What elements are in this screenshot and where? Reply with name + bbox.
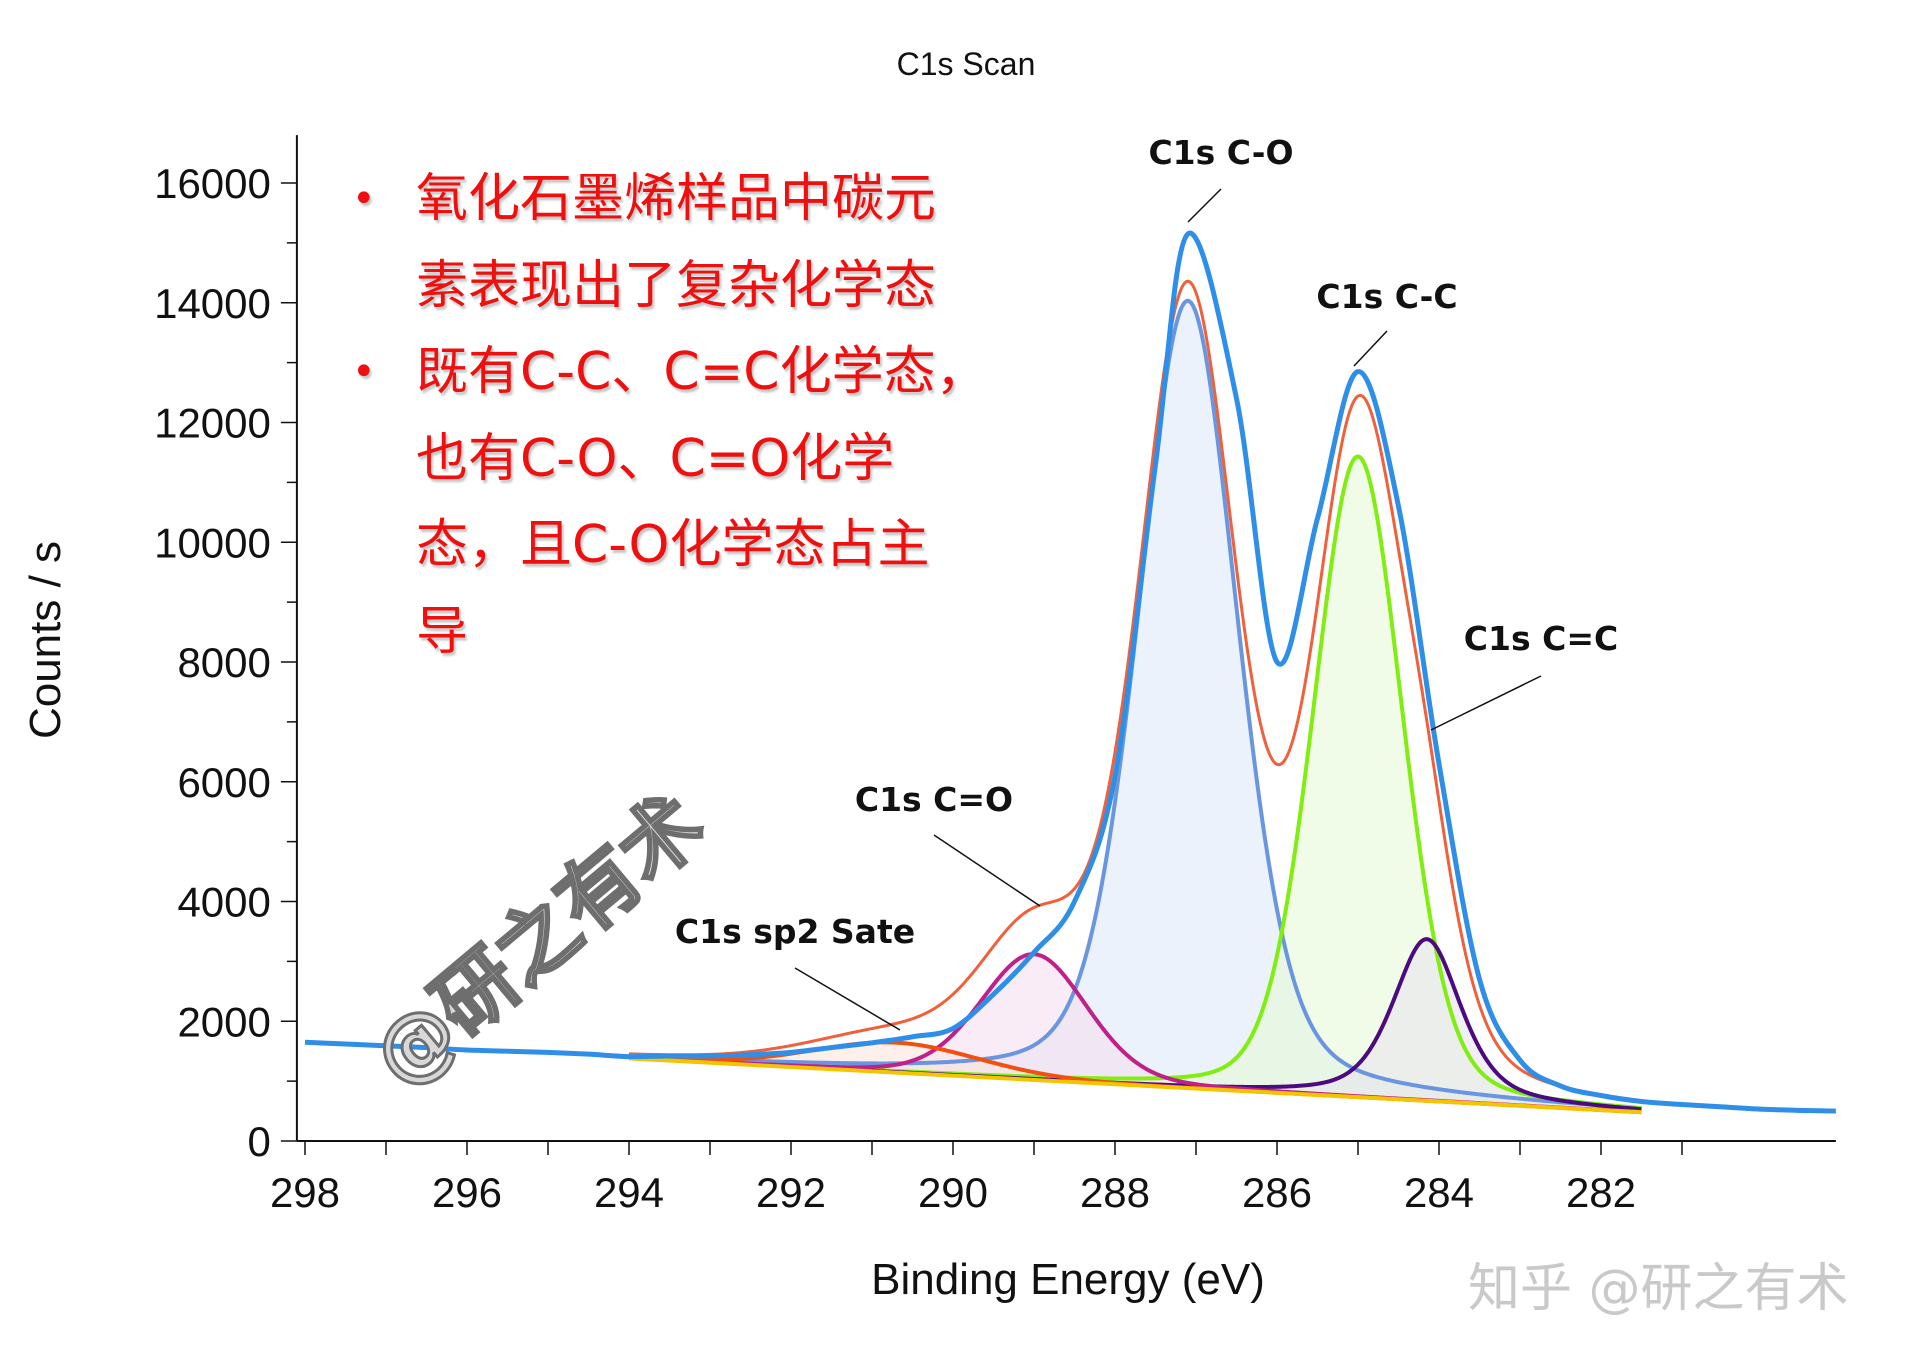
note-bullet-1: • 氧化石墨烯样品中碳元 素表现出了复杂化学态 [352, 156, 988, 329]
x-tick-label: 282 [1566, 1169, 1636, 1216]
component-fill-c-o [629, 300, 1642, 1113]
x-tick-label: 292 [756, 1169, 826, 1216]
component-fill-c-dbl-c [629, 939, 1642, 1113]
y-tick-label: 14000 [154, 280, 271, 327]
y-tick-label: 16000 [154, 160, 271, 207]
note-line: 既有C-C、C=C化学态， [416, 342, 988, 402]
note-line: 导 [416, 601, 469, 662]
peak-label-c-o: C1s C-O [1148, 133, 1293, 172]
y-tick-label: 4000 [177, 879, 270, 926]
bullet-dot: • [352, 176, 376, 222]
x-tick-label: 298 [270, 1169, 340, 1216]
y-tick-label: 10000 [154, 519, 271, 566]
note-bullet-2: • 既有C-C、C=C化学态， 也有C-O、C=O化学 态，且C-O化学态占主 … [352, 329, 988, 675]
component-fills [629, 300, 1642, 1113]
y-axis-label: Counts / s [21, 541, 70, 739]
component-fill-c-dbl-o [629, 954, 1642, 1113]
chart-title: C1s Scan [897, 46, 1036, 82]
component-fill-sp2-sate [629, 1042, 1642, 1113]
fit-envelope-curve [628, 279, 1642, 1103]
x-tick-label: 294 [594, 1169, 664, 1216]
peak-label-c-dbl-o: C1s C=O [855, 780, 1013, 819]
x-axis-label: Binding Energy (eV) [871, 1255, 1265, 1304]
component-curves [304, 230, 1836, 1115]
y-tick-label: 0 [248, 1118, 271, 1165]
note-line: 也有C-O、C=O化学 [416, 428, 895, 489]
peak-label-c-dbl-c: C1s C=C [1464, 619, 1618, 658]
x-tick-label: 284 [1404, 1169, 1474, 1216]
annotation-notes: • 氧化石墨烯样品中碳元 素表现出了复杂化学态 • 既有C-C、C=C化学态， … [352, 156, 988, 675]
leader-line-c-dbl-c [1430, 675, 1542, 731]
x-tick-label: 286 [1242, 1169, 1312, 1216]
component-fill-c-c [629, 456, 1642, 1113]
leader-line-c-c [1353, 330, 1388, 367]
background-line [628, 1056, 1642, 1115]
y-tick-label: 12000 [154, 400, 271, 447]
note-line: 态，且C-O化学态占主 [416, 515, 930, 575]
peak-label-sp2-sate: C1s sp2 Sate [675, 912, 915, 951]
peak-annotations: C1s C-O C1s C-C C1s C=C C1s C=O C1s sp2 … [675, 133, 1618, 1031]
leader-line-c-dbl-o [933, 834, 1041, 907]
note-line: 氧化石墨烯样品中碳元 [416, 169, 937, 229]
x-tick-label: 288 [1080, 1169, 1150, 1216]
bullet-dot: • [352, 349, 376, 395]
y-tick-label: 8000 [177, 639, 270, 686]
x-tick-label: 290 [918, 1169, 988, 1216]
x-tick-label: 296 [432, 1169, 502, 1216]
y-tick-label: 2000 [177, 998, 270, 1045]
note-line: 素表现出了复杂化学态 [416, 255, 937, 316]
measured-spectrum-curve [304, 230, 1836, 1114]
y-tick-label: 6000 [177, 759, 270, 806]
axes: 0 2000 4000 6000 8000 10000 12000 14000 16000 298… [154, 135, 1836, 1216]
leader-line-sp2-sate [794, 967, 901, 1031]
leader-line-c-o [1187, 188, 1222, 223]
peak-label-c-c: C1s C-C [1316, 277, 1457, 316]
watermark-right: 知乎 @研之有术 [1468, 1259, 1849, 1319]
